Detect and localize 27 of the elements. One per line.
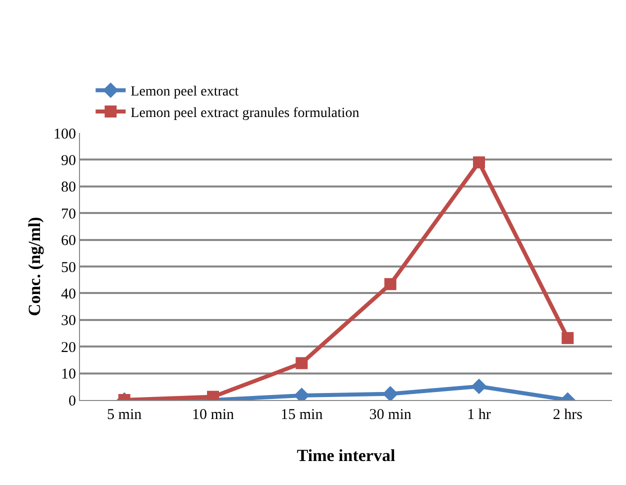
y-tick-label: 90 (61, 152, 76, 169)
x-tick-label: 15 min (280, 407, 324, 423)
y-tick-label: 50 (61, 260, 76, 276)
point (296, 357, 308, 370)
y-tick-label: 70 (61, 206, 76, 222)
x-tick-label: 30 min (369, 407, 412, 423)
x-axis-title: Time interval (296, 446, 396, 465)
point (382, 386, 398, 400)
y-tick-label: 80 (61, 180, 76, 196)
x-tick-label: 1 hr (467, 407, 491, 423)
legend-label: Lemon peel extract (130, 84, 239, 100)
x-tick-label: 5 min (107, 407, 142, 423)
x-tick-label: 10 min (192, 407, 235, 423)
y-tick-label: 100 (54, 126, 76, 142)
y-tick-label: 60 (61, 233, 76, 250)
y-tick-label: 30 (61, 313, 76, 330)
legend-label: Lemon peel extract granules formulation (130, 106, 360, 121)
y-tick-label: 10 (61, 366, 76, 383)
point (473, 156, 485, 168)
x-tick-label: 2 hrs (552, 407, 583, 423)
y-tick-label: 0 (68, 393, 76, 410)
point (471, 378, 487, 394)
y-tick-label: 40 (61, 286, 76, 302)
y-tick-label: 20 (61, 340, 76, 356)
y-axis-title: Conc. (ng/ml) (25, 216, 44, 316)
point (562, 332, 574, 344)
point (384, 278, 396, 290)
